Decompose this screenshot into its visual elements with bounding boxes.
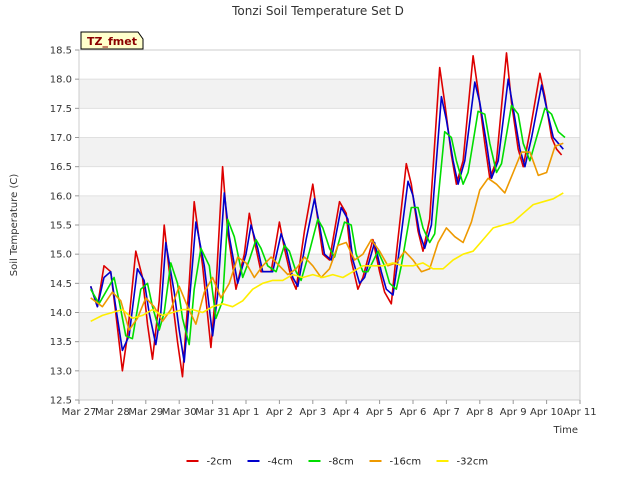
grid-band	[79, 370, 580, 400]
legend-item: -8cm	[308, 457, 354, 468]
legend: -2cm -4cm -8cm -16cm -32cm	[186, 457, 489, 468]
x-tick-label: Mar 30	[162, 407, 197, 418]
plot-background	[78, 49, 581, 401]
x-tick-label: Apr 8	[466, 407, 493, 418]
x-tick-label: Apr 6	[400, 407, 427, 418]
legend-label: -16cm	[390, 457, 422, 468]
y-tick-label: 13.5	[50, 337, 72, 348]
grid-band	[79, 195, 580, 225]
y-tick-label: 16.5	[50, 162, 72, 173]
legend-label: -2cm	[207, 457, 232, 468]
series-line	[89, 78, 564, 363]
chart-title: Tonzi Soil Temperature Set D	[231, 4, 404, 18]
x-tick-label: Mar 31	[195, 407, 230, 418]
x-tick-label: Mar 28	[95, 407, 130, 418]
x-tick-label: Apr 10	[530, 407, 563, 418]
x-tick-label: Apr 3	[299, 407, 326, 418]
legend-label: -8cm	[329, 457, 354, 468]
tz-badge: TZ_fmet	[80, 31, 144, 50]
series-line	[90, 192, 564, 323]
grid-band	[79, 79, 580, 109]
badge-text: TZ_fmet	[87, 35, 137, 48]
legend-label: -32cm	[457, 457, 489, 468]
y-axis-label: Soil Temperature (C)	[9, 174, 20, 277]
y-tick-label: 17.5	[50, 104, 72, 115]
legend-label: -4cm	[268, 457, 293, 468]
x-tick-label: Mar 29	[128, 407, 163, 418]
x-tick-label: Apr 11	[563, 407, 596, 418]
y-tick-label: 13.0	[50, 366, 72, 377]
x-tick-label: Apr 1	[233, 407, 260, 418]
x-tick-label: Apr 2	[266, 407, 293, 418]
legend-item: -32cm	[436, 457, 489, 468]
x-tick-label: Mar 27	[62, 407, 97, 418]
series-line	[90, 104, 566, 346]
y-tick-label: 14.5	[50, 279, 72, 290]
x-axis-label: Time	[553, 425, 578, 436]
y-tick-label: 18.5	[50, 46, 72, 57]
legend-item: -4cm	[247, 457, 293, 468]
y-tick-label: 15.0	[50, 250, 72, 261]
y-tick-label: 14.0	[50, 308, 72, 319]
series-line	[90, 142, 564, 331]
x-tick-label: Apr 5	[366, 407, 393, 418]
y-axis-ticks: 12.5 13.0 13.5 14.0 14.5 15.0 15.5 16.0 16.5 17.0…	[50, 46, 79, 407]
legend-item: -16cm	[369, 457, 422, 468]
x-tick-label: Apr 9	[500, 407, 527, 418]
x-tick-label: Apr 4	[333, 407, 360, 418]
y-tick-label: 12.5	[50, 396, 72, 407]
series-lines	[89, 52, 566, 378]
y-tick-label: 18.0	[50, 75, 72, 86]
y-tick-label: 17.0	[50, 133, 72, 144]
y-tick-label: 15.5	[50, 221, 72, 232]
series-line	[89, 52, 563, 378]
y-tick-label: 16.0	[50, 191, 72, 202]
x-tick-label: Apr 7	[433, 407, 460, 418]
legend-item: -2cm	[186, 457, 232, 468]
